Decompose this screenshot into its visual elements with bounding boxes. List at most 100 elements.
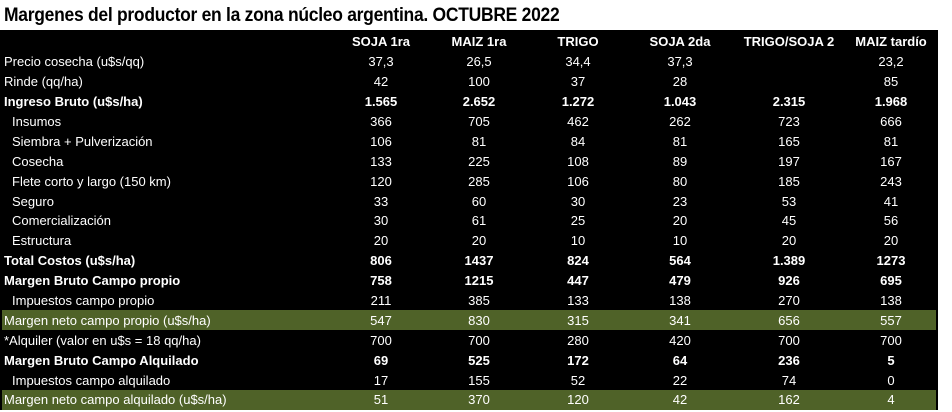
table-cell: 45 [781,213,797,229]
table-cell: 138 [669,293,691,309]
row-label: Precio cosecha (u$s/qq) [4,54,145,70]
table-cell: 20 [471,233,487,249]
row-label: *Alquiler (valor en u$s = 18 qq/ha) [4,332,201,348]
table-cell: 280 [567,332,589,348]
header-row: SOJA 1ra MAIZ 1ra TRIGO SOJA 2da TRIGO/S… [2,32,936,52]
table-cell [732,52,846,72]
table-cell: 1.389 [772,253,806,269]
table-cell: 420 [669,332,691,348]
table-cell: 20 [373,233,389,249]
table-row: Rinde (qq/ha) 42 100 37 28 85 [2,72,936,92]
column-header: SOJA 1ra [351,34,411,50]
table-row: Total Costos (u$s/ha) 806 1437 824 564 1.389 1… [2,251,936,271]
table-cell: 700 [880,332,902,348]
table-cell: 447 [567,273,589,289]
table-cell: 479 [669,273,691,289]
row-label: Margen Bruto Campo propio [4,273,181,289]
table-cell: 81 [672,133,688,149]
table-cell: 1215 [464,273,494,289]
table-cell: 51 [332,390,430,410]
table-cell: 41 [883,193,899,209]
row-label: Seguro [12,193,54,209]
row-label: Flete corto y largo (150 km) [12,173,171,189]
table-cell: 695 [880,273,902,289]
table-cell: 60 [471,193,487,209]
table-cell: 23 [672,193,688,209]
column-header: TRIGO/SOJA 2 [743,34,835,50]
row-label: Cosecha [12,153,64,169]
table-cell: 758 [370,273,392,289]
table-cell: 315 [528,310,628,331]
table-cell: 830 [430,310,528,331]
table-cell: 28 [672,74,688,90]
table-cell: 155 [468,372,490,388]
table-cell: 165 [778,133,800,149]
table-cell: 172 [567,352,589,368]
table-cell: 74 [781,372,797,388]
table-cell: 225 [468,153,490,169]
table-cell: 656 [732,310,846,331]
table-cell: 61 [471,213,487,229]
table-row: Margen neto campo alquilado (u$s/ha) 51 37… [2,390,936,410]
table-cell: 547 [332,310,430,331]
table-cell: 37,3 [667,54,693,70]
table-cell: 30 [570,193,586,209]
table-cell: 666 [880,114,902,129]
table-row: Estructura 20 20 10 10 20 20 [2,231,936,251]
table-cell: 133 [567,293,589,309]
table-cell: 89 [672,153,688,169]
table-cell: 26,5 [466,54,492,70]
table-cell: 211 [370,293,392,309]
row-label: Margen neto campo propio (u$s/ha) [2,310,332,331]
row-label: Margen neto campo alquilado (u$s/ha) [2,390,332,410]
table-cell: 926 [778,273,800,289]
table-cell: 42 [628,390,732,410]
table-cell: 2.315 [772,94,806,110]
table-cell: 120 [528,390,628,410]
table-cell: 69 [373,352,389,368]
table-cell: 270 [778,293,800,309]
table-cell: 557 [846,310,936,331]
row-label: Siembra + Pulverización [12,133,153,149]
table-cell: 243 [880,173,902,189]
table-row: Seguro 33 60 30 23 53 41 [2,191,936,211]
row-label: Rinde (qq/ha) [4,74,83,90]
table-cell: 462 [567,114,589,129]
table-row: Ingreso Bruto (u$s/ha) 1.565 2.652 1.272 1.0… [2,92,936,112]
table-cell: 564 [669,253,691,269]
table-cell: 138 [880,293,902,309]
column-header: MAIZ 1ra [451,34,507,50]
table-cell: 56 [883,213,899,229]
table-cell: 42 [373,74,389,90]
table-cell: 197 [778,153,800,169]
table-row: Precio cosecha (u$s/qq) 37,3 26,5 34,4 37,3 2… [2,52,936,72]
table-cell: 10 [672,233,688,249]
table-cell [732,72,846,92]
column-header: TRIGO [557,34,599,50]
table-cell: 33 [373,193,389,209]
table-cell: 100 [468,74,490,90]
table-cell: 700 [778,332,800,348]
table-row: Comercialización 30 61 25 20 45 56 [2,211,936,231]
table-cell: 162 [732,390,846,410]
table-cell: 824 [567,253,589,269]
table-cell: 700 [370,332,392,348]
table-cell: 285 [468,173,490,189]
table-cell: 1.565 [364,94,398,110]
table-cell: 385 [468,293,490,309]
table-cell: 366 [370,114,392,129]
table-row: *Alquiler (valor en u$s = 18 qq/ha) 700 70… [2,330,936,350]
table-cell: 341 [628,310,732,331]
table-cell: 53 [781,193,797,209]
table-row: Margen Bruto Campo propio 758 1215 447 479 92… [2,271,936,291]
table-row: Margen Bruto Campo Alquilado 69 525 172 64 23… [2,350,936,370]
table-cell: 1.272 [561,94,595,110]
table-cell: 185 [778,173,800,189]
table-row: Insumos 366 705 462 262 723 666 [2,112,936,132]
table-cell: 700 [468,332,490,348]
table-cell: 25 [570,213,586,229]
table-cell: 30 [373,213,389,229]
table-cell: 108 [567,153,589,169]
table-row: Impuestos campo alquilado 17 155 52 22 74 0 [2,370,936,390]
table-cell: 4 [846,390,936,410]
